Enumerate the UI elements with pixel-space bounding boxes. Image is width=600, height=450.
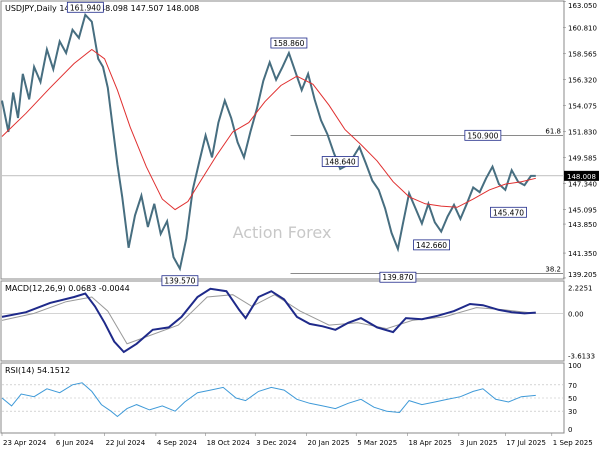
current-price-box — [564, 170, 599, 181]
price-ytick-label-2: 158.565 — [568, 50, 597, 58]
ema-series-line — [1, 48, 536, 211]
watermark: Action Forex — [233, 223, 332, 242]
fib-label-0: 61.8 — [545, 127, 561, 135]
price-series-line — [1, 12, 536, 272]
price-ytick-label-1: 160.810 — [568, 24, 597, 32]
xtick-label-9: 3 Jun 2025 — [460, 439, 498, 447]
macd-line — [1, 287, 536, 354]
price-ytick-label-8: 145.095 — [568, 207, 597, 215]
price-ytick-label-7: 147.340 — [568, 181, 597, 189]
peak-label-4: 139.870 — [382, 273, 413, 282]
macd-layer — [1, 287, 563, 354]
xtick-label-3: 4 Sep 2024 — [157, 439, 197, 447]
peak-label-5: 142.660 — [416, 241, 447, 250]
xtick-label-6: 20 Jan 2025 — [308, 439, 350, 447]
xtick-label-4: 18 Oct 2024 — [207, 439, 251, 447]
macd-ytick-label-0: 2.2251 — [568, 284, 593, 292]
fib-label-1: 38.2 — [545, 265, 561, 273]
macd-panel-frame — [0, 280, 565, 362]
peak-label-box-2 — [270, 37, 308, 49]
peak-label-2: 158.860 — [273, 39, 304, 48]
rsi-ytick-label-1: 70 — [568, 382, 577, 390]
rsi-ytick-label-0: 100 — [568, 362, 581, 370]
peak-label-box-6 — [464, 129, 502, 141]
rsi-line — [1, 382, 536, 418]
peak-label-3: 148.640 — [325, 158, 356, 167]
peak-label-box-1 — [161, 275, 199, 287]
current-price-label: 148.008 — [567, 173, 596, 181]
rsi-panel-frame — [0, 362, 565, 434]
peak-label-7: 145.470 — [493, 208, 524, 217]
rsi-ytick-label-3: 30 — [568, 408, 577, 416]
price-ytick-label-11: 139.205 — [568, 271, 597, 279]
price-ytick-label-4: 154.075 — [568, 103, 597, 111]
peak-label-box-4 — [379, 271, 417, 283]
xtick-label-7: 5 Mar 2025 — [357, 439, 397, 447]
peak-label-box-3 — [321, 156, 359, 167]
peak-label-box-0 — [66, 1, 104, 13]
price-layer: 161.940 139.570 158.860 148.640 139.870 142.6… — [1, 1, 563, 287]
price-ytick-label-6: 149.585 — [568, 155, 597, 163]
macd-panel-title: MACD(12,26,9) 0.0683 -0.0044 — [5, 284, 130, 293]
macd-ytick-label-1: 0.00 — [568, 310, 584, 318]
peak-label-1: 139.570 — [164, 277, 195, 286]
xtick-label-1: 6 Jun 2024 — [56, 439, 94, 447]
peak-label-box-5 — [413, 239, 450, 251]
price-ytick-label-3: 156.320 — [568, 76, 597, 84]
peak-label-box-7 — [490, 206, 527, 218]
price-ytick-label-0: 163.050 — [568, 2, 597, 10]
xtick-label-8: 18 Apr 2025 — [409, 439, 452, 447]
rsi-layer — [1, 382, 563, 418]
xtick-label-0: 23 Apr 2024 — [3, 439, 47, 447]
peak-label-6: 150.900 — [467, 131, 498, 140]
rsi-ytick-label-2: 50 — [568, 395, 577, 403]
xtick-label-5: 3 Dec 2024 — [256, 439, 297, 447]
price-ytick-label-9: 143.850 — [568, 221, 597, 229]
price-ytick-label-10: 141.350 — [568, 250, 597, 258]
xtick-label-10: 17 Jul 2025 — [506, 439, 546, 447]
rsi-ytick-label-4: 0 — [568, 426, 572, 434]
macd-ytick-label-2: -3.6133 — [568, 353, 595, 361]
price-ytick-label-5: 151.830 — [568, 129, 597, 137]
peak-label-0: 161.940 — [70, 3, 101, 12]
rsi-panel-title: RSI(14) 54.1512 — [5, 366, 70, 375]
macd-signal-line — [1, 294, 536, 345]
price-panel-frame — [0, 0, 565, 280]
xtick-label-2: 22 Jul 2024 — [106, 439, 146, 447]
xtick-label-11: 1 Sep 2025 — [553, 439, 593, 447]
